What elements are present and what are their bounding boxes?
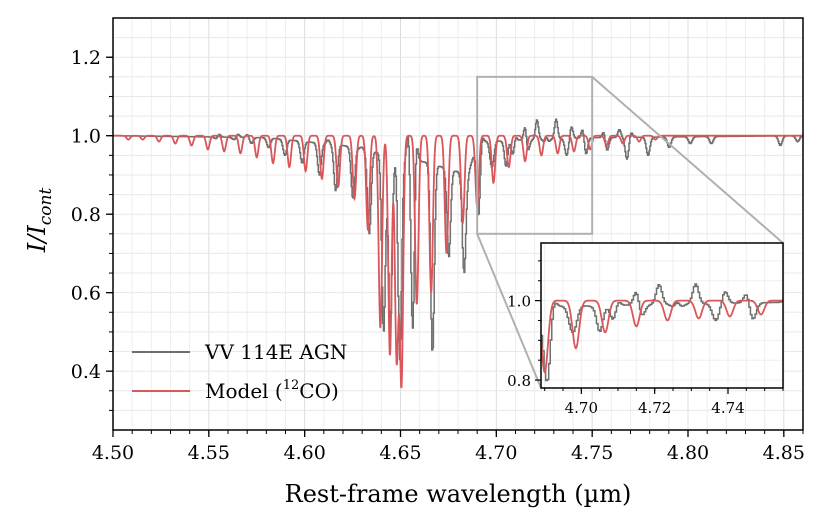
y-axis-label: I/Icont <box>23 188 56 254</box>
inset-series <box>541 283 783 382</box>
legend-model-suffix: CO) <box>299 379 339 403</box>
legend-label-data: VV 114E AGN <box>204 340 347 364</box>
legend-model-sup: 12 <box>283 378 300 393</box>
zoom-connector-top <box>591 76 784 244</box>
legend-model-text: Model ( <box>205 379 283 403</box>
y-tick-label: 1.0 <box>71 126 101 148</box>
inset-series-line-model <box>541 299 783 374</box>
main-grid <box>112 18 804 430</box>
inset-x-tick-label: 4.74 <box>711 399 744 417</box>
x-tick-label: 4.55 <box>188 442 230 464</box>
legend: VV 114E AGN Model (12CO) <box>132 340 347 403</box>
inset-y-tick-label: 0.8 <box>507 372 531 390</box>
zoom-connector-bottom <box>476 233 542 389</box>
y-axis-label-main: I/I <box>23 225 51 254</box>
x-tick-label: 4.85 <box>763 442 805 464</box>
y-tick-label: 0.4 <box>71 361 101 383</box>
legend-label-model: Model (12CO) <box>205 378 339 403</box>
x-axis-label: Rest-frame wavelength (µm) <box>285 480 632 508</box>
y-tick-label: 0.6 <box>71 283 101 305</box>
inset-y-tick-label: 1.0 <box>507 293 531 311</box>
main-axes: 4.50 4.55 4.60 4.65 4.70 4.75 4.80 4.85 0.4 0.6 0.… <box>71 17 805 464</box>
inset-frame <box>540 242 784 389</box>
inset-x-tick-label: 4.70 <box>565 399 598 417</box>
x-tick-label: 4.70 <box>475 442 517 464</box>
zoom-indicator <box>476 75 784 389</box>
x-tick-label: 4.60 <box>284 442 326 464</box>
zoom-rectangle <box>476 75 594 235</box>
y-axis-label-sub: cont <box>36 188 56 226</box>
series-line-data <box>113 118 803 361</box>
x-tick-label: 4.75 <box>571 442 613 464</box>
inset-plot: 4.70 4.72 4.74 0.8 1.0 <box>507 242 784 417</box>
y-tick-label: 1.2 <box>71 47 101 69</box>
y-tick-label: 0.8 <box>71 204 101 226</box>
inset-x-tick-label: 4.72 <box>638 399 671 417</box>
main-plot-area <box>113 118 803 389</box>
x-tick-label: 4.80 <box>667 442 709 464</box>
x-tick-label: 4.50 <box>92 442 134 464</box>
series-line-model <box>113 134 803 389</box>
x-tick-label: 4.65 <box>379 442 421 464</box>
